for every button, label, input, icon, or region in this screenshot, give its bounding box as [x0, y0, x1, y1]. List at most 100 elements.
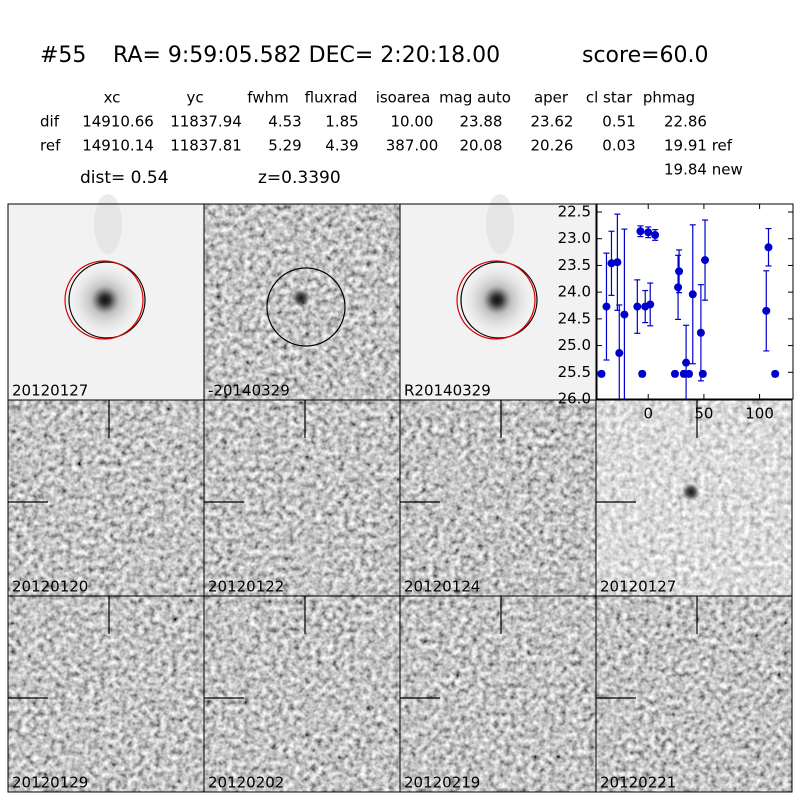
image — [400, 400, 596, 596]
point — [762, 306, 771, 315]
column-header: fluxrad — [305, 89, 358, 107]
point — [701, 256, 710, 265]
point — [638, 369, 647, 378]
y-tick-label: 23.0 — [558, 229, 591, 247]
aperture — [266, 267, 346, 347]
table-cell: 14910.14 — [82, 137, 154, 155]
aperture-ref — [64, 260, 144, 340]
plot-area — [596, 203, 794, 400]
point-group — [701, 219, 710, 301]
table-cell: 14910.66 — [82, 113, 154, 131]
point — [764, 243, 773, 252]
galaxy-halo — [486, 194, 514, 254]
point-group — [602, 252, 611, 361]
point-group — [607, 230, 616, 296]
image-panel: 20120219 — [399, 595, 597, 793]
galaxy — [65, 260, 145, 340]
aperture-ref — [456, 260, 536, 340]
point-group — [620, 228, 629, 399]
point-group — [764, 227, 773, 267]
table-cell: 10.00 — [391, 113, 434, 131]
point-group — [597, 369, 606, 378]
point-group — [615, 304, 624, 399]
table-cell: 11837.94 — [170, 113, 242, 131]
column-header: mag auto — [439, 89, 511, 107]
image-panel: 20120127 — [595, 399, 793, 597]
point — [607, 259, 616, 268]
source — [292, 289, 310, 307]
point — [597, 369, 606, 378]
image-panel: 20120202 — [203, 595, 401, 793]
panel-label: R20140329 — [404, 382, 491, 400]
image-panel: 20120129 — [7, 595, 205, 793]
source — [682, 483, 700, 501]
point-group — [684, 369, 693, 378]
panel-border — [595, 595, 793, 793]
point-group — [698, 369, 707, 378]
point — [620, 310, 629, 319]
table-cell: 0.51 — [602, 113, 635, 131]
point-group — [644, 226, 653, 239]
table-cell: 19.91 ref — [664, 137, 733, 155]
point — [682, 358, 691, 367]
panel-label: 20120129 — [12, 774, 88, 792]
column-header: aper — [534, 89, 569, 107]
panel-label: 20120122 — [208, 578, 284, 596]
aperture — [460, 261, 538, 339]
point — [615, 349, 624, 358]
point-group — [638, 369, 647, 378]
point-group — [670, 369, 679, 378]
point — [670, 369, 679, 378]
table-cell: 23.62 — [531, 113, 574, 131]
dist: dist= 0.54 — [80, 168, 169, 188]
y-tick-label: 22.5 — [558, 203, 591, 221]
image-panel: 20120127 — [7, 194, 205, 401]
point — [636, 227, 645, 236]
point — [651, 230, 660, 239]
image-panel: 20120122 — [203, 399, 401, 597]
table-cell: 387.00 — [386, 137, 439, 155]
score: score=60.0 — [582, 43, 709, 68]
column-header: yc — [186, 89, 203, 107]
point — [674, 283, 683, 292]
point — [696, 328, 705, 337]
image — [204, 596, 400, 792]
point-group — [682, 324, 691, 399]
x-tick-label: 100 — [745, 405, 774, 423]
image — [8, 596, 204, 792]
point-group — [651, 229, 660, 241]
point-group — [762, 270, 771, 352]
panel-label: 20120127 — [12, 382, 88, 400]
panel-label: 20120219 — [404, 774, 480, 792]
point — [644, 228, 653, 237]
y-tick-label: 23.5 — [558, 256, 591, 274]
panel-label: -20140329 — [208, 382, 290, 400]
image-panels: 20120127 -20140329 R20140329 20120120 201201… — [7, 194, 793, 793]
panel-label: 20120124 — [404, 578, 480, 596]
image-panel: 20120124 — [399, 399, 597, 597]
lightcurve: 22.5 23.0 23.5 24.0 24.5 25.0 25.5 26.0 0 50 100 — [558, 203, 794, 423]
table-cell: 4.53 — [268, 113, 301, 131]
column-header: cl star — [586, 89, 633, 107]
image — [400, 596, 596, 792]
y-tick-label: 25.5 — [558, 363, 591, 381]
y-tick-label: 24.0 — [558, 283, 591, 301]
point — [675, 267, 684, 276]
image — [204, 400, 400, 596]
point-group — [688, 224, 697, 365]
panel-label: 20120127 — [600, 578, 676, 596]
image-panel: 20120120 — [7, 399, 205, 597]
aperture — [68, 261, 146, 339]
image-panel: 20120221 — [595, 595, 793, 793]
table-cell: dif — [40, 113, 60, 131]
column-header: isoarea — [376, 89, 431, 107]
table-cell: ref — [40, 137, 61, 155]
table-cell: 4.39 — [325, 137, 358, 155]
panel-label: 20120202 — [208, 774, 284, 792]
y-tick-label: 25.0 — [558, 336, 591, 354]
image-panel: R20140329 — [399, 194, 597, 401]
column-header: fwhm — [247, 89, 288, 107]
table-cell: 22.86 — [664, 113, 707, 131]
coordinates: RA= 9:59:05.582 DEC= 2:20:18.00 — [113, 43, 500, 68]
point — [684, 369, 693, 378]
